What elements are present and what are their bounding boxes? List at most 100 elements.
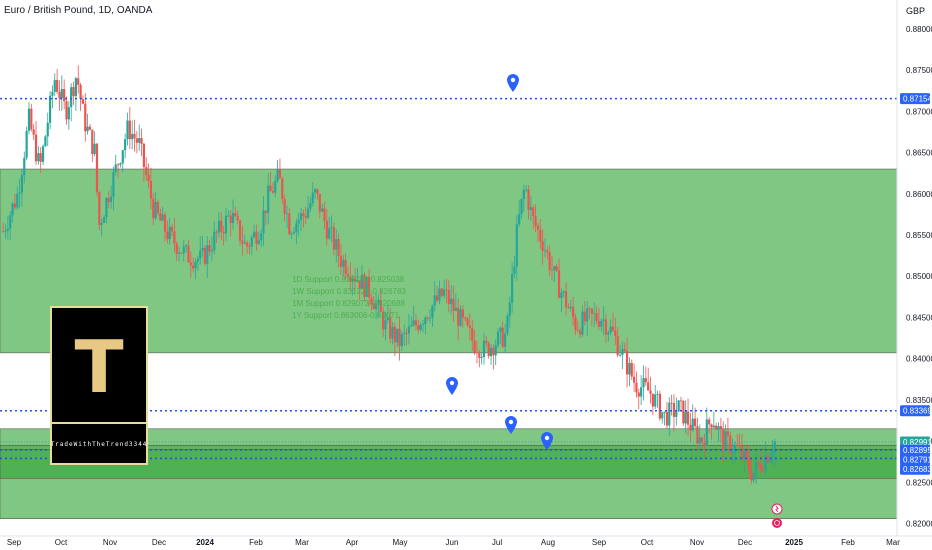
- candle-body: [574, 317, 577, 330]
- candle-body: [433, 295, 436, 306]
- x-tick-label: 2024: [196, 538, 214, 547]
- candle-body: [124, 139, 127, 151]
- candle-body: [173, 231, 176, 244]
- candle-body: [257, 240, 260, 244]
- x-tick-label: Nov: [690, 538, 704, 547]
- candle-body: [501, 327, 504, 347]
- x-tick-label: Dec: [738, 538, 752, 547]
- price-tag-bg: [900, 453, 930, 465]
- candle-body: [149, 180, 153, 199]
- candle-body: [499, 327, 502, 332]
- candle-body: [597, 320, 601, 327]
- logo-bottom: [52, 424, 146, 463]
- candle-body: [562, 291, 565, 293]
- support-note-2: 1M Support 0.829073-0.820688: [292, 299, 406, 308]
- candle-body: [346, 274, 350, 277]
- x-tick-label: 2025: [785, 538, 803, 547]
- event-markers: [446, 74, 783, 528]
- x-tick-label: Jun: [446, 538, 459, 547]
- candle-body: [494, 345, 497, 356]
- candle-body: [389, 317, 392, 339]
- candle-body: [332, 227, 335, 250]
- candle-body: [255, 231, 258, 244]
- candle-body: [133, 133, 136, 139]
- candle-body: [464, 317, 467, 319]
- candle-body: [288, 213, 291, 235]
- candle-body: [496, 331, 500, 346]
- candle-body: [264, 210, 267, 213]
- candle-body: [644, 378, 647, 383]
- candle-body: [461, 309, 464, 318]
- chart-title: Euro / British Pound, 1D, OANDA: [4, 5, 153, 16]
- candle-body: [4, 230, 7, 232]
- candle-body: [696, 426, 699, 444]
- candle-body: [616, 335, 619, 356]
- candle-body: [318, 193, 321, 212]
- candle-body: [534, 216, 537, 226]
- time-axis[interactable]: Sep Oct Nov Dec 2024 Feb Mar Apr May Jun Jul Aug Sep…: [7, 538, 900, 547]
- candle-body: [541, 241, 544, 251]
- candle-body: [693, 418, 697, 427]
- price-tag-bg: [900, 463, 930, 475]
- candle-body: [715, 425, 718, 430]
- x-tick-label: Feb: [249, 538, 263, 547]
- candle-body: [665, 411, 669, 426]
- candle-body: [663, 411, 666, 413]
- candle-body: [684, 411, 687, 424]
- candle-body: [593, 313, 596, 315]
- candle-body: [553, 266, 556, 270]
- candle-body: [135, 138, 138, 143]
- candle-body: [454, 307, 457, 311]
- candle-body: [677, 400, 680, 412]
- candle-body: [555, 266, 558, 271]
- candle-body: [187, 245, 190, 263]
- x-tick-label: Mar: [295, 538, 309, 547]
- candle-body: [321, 208, 324, 212]
- candle-body: [11, 203, 14, 216]
- candle-body: [260, 233, 263, 241]
- candle-body: [738, 445, 741, 447]
- event-circle: [772, 518, 782, 528]
- price-tag-label: 0.82791: [903, 455, 932, 464]
- candle-body: [752, 473, 755, 481]
- candle-body: [590, 308, 593, 314]
- candle-body: [290, 233, 293, 235]
- candle-body: [358, 280, 361, 289]
- candle-body: [375, 303, 378, 310]
- candle-body: [325, 220, 328, 239]
- candle-body: [703, 442, 706, 446]
- candle-body: [506, 315, 509, 334]
- candle-body: [543, 250, 547, 252]
- candle-body: [274, 180, 277, 193]
- candle-body: [98, 192, 101, 225]
- candle-body: [607, 332, 610, 335]
- candle-body: [262, 210, 265, 234]
- candle-body: [691, 418, 694, 431]
- candle-body: [546, 250, 549, 253]
- candle-body: [177, 252, 181, 254]
- x-tick-label: Oct: [641, 538, 654, 547]
- candle-body: [710, 424, 713, 428]
- candle-body: [435, 295, 439, 301]
- candle-body: [81, 99, 85, 104]
- candle-body: [708, 419, 711, 425]
- candle-body: [25, 130, 28, 158]
- candle-body: [330, 227, 333, 229]
- candle-body: [686, 411, 690, 425]
- candle-body: [724, 431, 727, 450]
- candle-body: [65, 101, 68, 120]
- candle-body: [34, 134, 38, 162]
- candle-body: [548, 252, 551, 270]
- candle-body: [743, 450, 746, 459]
- price-tag-label: 0.82991: [903, 438, 932, 447]
- candle-body: [159, 213, 162, 221]
- candle-body: [675, 411, 678, 417]
